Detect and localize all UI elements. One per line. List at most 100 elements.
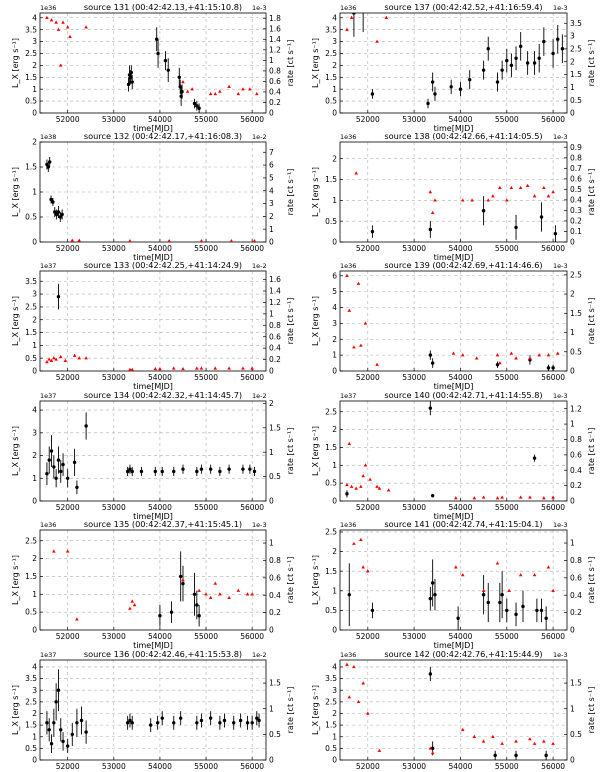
upper-limit-marker: [63, 358, 68, 362]
plot-frame: [39, 659, 267, 761]
right-y-tick-label: 1.5: [570, 679, 582, 688]
right-y-tick-label: 0: [269, 756, 274, 765]
y-tick-label: 2: [32, 709, 37, 718]
data-point: [61, 462, 65, 467]
upper-limit-marker: [248, 87, 252, 91]
y-tick-label: 1: [332, 85, 337, 94]
x-axis-label: time[MJD]: [133, 512, 173, 521]
upper-limit-marker: [525, 183, 530, 187]
right-y-tick-label: 1: [570, 328, 575, 337]
plot-frame: [339, 141, 568, 243]
data-point: [59, 469, 63, 474]
data-marks: [347, 537, 555, 630]
upper-limit-marker: [84, 25, 88, 29]
plot-frame: [339, 659, 568, 761]
y-tick-label: 0: [332, 626, 337, 635]
x-tick-label: 52000: [56, 373, 80, 382]
upper-limit-marker: [190, 87, 195, 91]
right-y-axis-label: rate [ct s⁻¹]: [286, 40, 295, 87]
subplot: 52000 53000 54000 55000 5600000.511.5200.10.…: [311, 131, 596, 262]
x-axis-label: time[MJD]: [133, 382, 173, 391]
y-tick-label: 2: [332, 61, 337, 70]
x-tick-label: 54000: [148, 244, 172, 253]
x-tick-label: 56000: [541, 503, 565, 512]
y-tick-label: 1: [32, 188, 37, 197]
upper-limit-marker: [495, 561, 500, 565]
data-point: [56, 458, 61, 462]
data-point: [241, 467, 245, 471]
upper-limit-marker: [347, 441, 352, 446]
upper-limit-marker: [498, 361, 502, 365]
upper-limit-marker: [500, 495, 504, 499]
data-point: [199, 467, 204, 471]
upper-limit-marker: [252, 239, 257, 242]
x-axis-label: time[MJD]: [434, 124, 474, 133]
y-tick-label: 3: [332, 319, 337, 328]
data-point: [208, 716, 213, 720]
right-y-tick-label: 1.2: [269, 298, 281, 307]
y-axis-label: L_X [erg s⁻¹]: [11, 426, 20, 476]
upper-limit-marker: [430, 751, 435, 755]
right-y-axis-label: rate [ct s⁻¹]: [286, 687, 295, 734]
x-tick-label: 56000: [240, 632, 264, 641]
data-marks: [354, 171, 558, 242]
upper-limit-marker: [171, 366, 176, 370]
x-tick-label: 52000: [356, 503, 380, 512]
right-y-tick-label: 2: [570, 290, 575, 299]
data-point: [551, 51, 555, 56]
upper-limit-marker: [208, 91, 213, 96]
y-scale-label: 1e37: [340, 392, 356, 400]
data-point: [481, 68, 486, 72]
data-point: [232, 721, 236, 725]
upper-limit-marker: [347, 308, 352, 312]
right-y-axis-label: rate [ct s⁻¹]: [286, 169, 295, 216]
right-scale-label: 1e-2: [252, 133, 267, 141]
right-y-tick-label: 0.5: [269, 472, 281, 481]
y-tick-label: 0: [332, 756, 337, 765]
plot-frame: [39, 270, 267, 372]
upper-limit-marker: [250, 366, 254, 370]
y-tick-label: 3: [32, 686, 37, 695]
upper-limit-marker: [460, 353, 465, 357]
upper-limit-marker: [474, 356, 479, 360]
x-tick-label: 56000: [240, 762, 264, 771]
data-point: [430, 493, 435, 498]
y-tick-label: 0: [32, 109, 37, 118]
upper-limit-marker: [61, 20, 65, 24]
right-scale-label: 1e-2: [252, 262, 267, 270]
data-point: [370, 229, 375, 234]
upper-limit-marker: [213, 366, 218, 370]
data-point: [551, 366, 555, 370]
upper-limit-marker: [153, 366, 158, 371]
right-y-tick-label: 5: [269, 173, 274, 182]
data-marks: [45, 669, 261, 754]
upper-limit-marker: [197, 588, 201, 592]
plot-frame: [39, 12, 267, 114]
y-scale-label: 1e37: [40, 651, 56, 659]
y-tick-label: 1.5: [325, 443, 337, 452]
y-tick-label: 6: [332, 271, 337, 280]
subplot-title: source 135 (00:42:42.37,+41:15:45.1): [84, 519, 242, 529]
y-tick-label: 1.5: [325, 721, 337, 730]
data-point: [56, 294, 61, 299]
upper-limit-marker: [77, 238, 82, 242]
right-y-tick-label: 1: [269, 704, 274, 713]
right-y-tick-label: 1.2: [269, 45, 281, 54]
right-y-axis-label: rate [ct s⁻¹]: [286, 557, 295, 604]
data-point: [481, 593, 486, 597]
right-y-tick-label: 2: [570, 57, 575, 66]
upper-limit-marker: [384, 15, 389, 19]
data-point: [47, 458, 51, 462]
upper-limit-marker: [354, 171, 359, 175]
subplot-title: source 140 (00:42:42.71,+41:14:55.8): [384, 390, 542, 400]
right-y-tick-label: 1.5: [269, 423, 281, 432]
right-y-axis-label: rate [ct s⁻¹]: [587, 298, 596, 345]
y-tick-label: 1.5: [25, 73, 37, 82]
x-tick-label: 55000: [194, 503, 218, 512]
subplot-title: source 131 (00:42:42.13,+41:15:10.8): [84, 2, 242, 12]
data-point: [238, 718, 243, 723]
upper-limit-marker: [349, 484, 354, 488]
y-tick-label: 0: [32, 238, 37, 247]
data-point: [49, 449, 54, 453]
data-point: [192, 101, 197, 106]
